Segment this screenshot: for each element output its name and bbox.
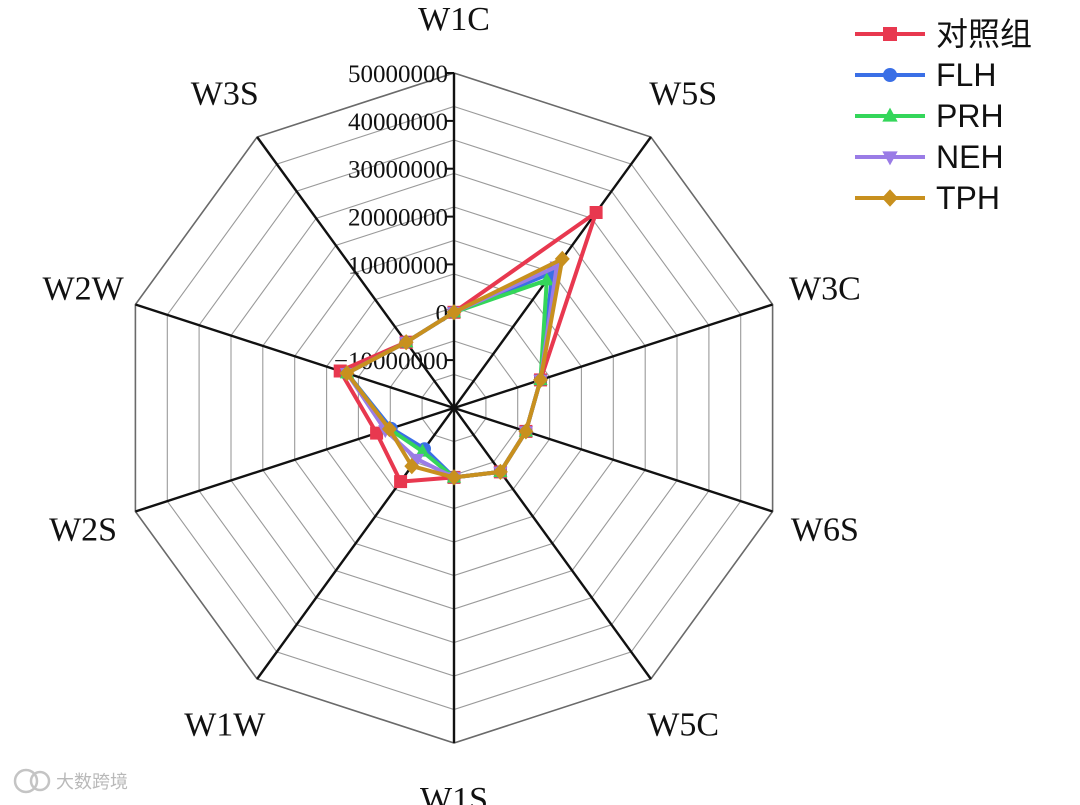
- legend-marker: [882, 151, 898, 166]
- legend-label: PRH: [936, 98, 1004, 134]
- radial-tick-label: 20000000: [348, 205, 448, 232]
- data-point: [398, 334, 414, 351]
- watermark: 大数跨境: [13, 768, 128, 794]
- data-point: [415, 443, 430, 457]
- data-point: [370, 426, 384, 440]
- data-point: [539, 272, 554, 286]
- radial-tick-label: 10000000: [348, 252, 448, 279]
- legend-marker: [883, 27, 897, 41]
- legend-label: 对照组: [936, 16, 1032, 52]
- legend-marker: [881, 189, 899, 207]
- legend-item-2: FLH: [855, 57, 996, 93]
- axis-spoke-w5c: [453, 407, 652, 680]
- data-point: [554, 250, 570, 268]
- data-point: [381, 420, 397, 438]
- legend: 对照组 FLH PRH NEH TPH: [855, 16, 1032, 216]
- radial-tick-label: 30000000: [348, 157, 448, 184]
- series-5: [339, 250, 570, 486]
- legend-item-5: TPH: [855, 180, 1000, 216]
- axis-spoke-w3c: [453, 303, 773, 410]
- legend-label: NEH: [936, 139, 1004, 175]
- legend-item-1: 对照组: [855, 16, 1032, 52]
- legend-label: FLH: [936, 57, 996, 93]
- axis-spoke-w2s: [135, 406, 455, 513]
- legend-marker: [883, 68, 897, 82]
- axis-labels: W1C W5S W3C W6S W5C W1S W1W W2S W2W W3S: [43, 1, 861, 805]
- data-point: [533, 371, 548, 389]
- axis-spoke-w3s: [256, 136, 455, 409]
- data-point: [589, 206, 603, 219]
- data-series: [333, 206, 603, 489]
- data-point: [446, 469, 462, 486]
- radial-tick-label: 50000000: [348, 61, 448, 88]
- legend-item-4: NEH: [855, 139, 1004, 175]
- axis-label-w2s: W2S: [49, 512, 117, 549]
- radial-tick-label: 40000000: [348, 109, 448, 136]
- data-point: [492, 463, 508, 481]
- radar-spokes: [135, 73, 773, 743]
- legend-item-3: PRH: [855, 98, 1004, 134]
- axis-spoke-w6s: [453, 406, 773, 513]
- data-point: [404, 457, 420, 475]
- axis-label-w6s: W6S: [791, 512, 859, 549]
- axis-label-w1w: W1W: [184, 707, 266, 744]
- data-point: [518, 423, 534, 440]
- axis-label-w5c: W5C: [647, 707, 719, 744]
- axis-label-w3s: W3S: [191, 76, 259, 113]
- axis-label-w1c: W1C: [418, 1, 490, 38]
- watermark-logo-icon-inner: [29, 770, 51, 792]
- axis-label-w5s: W5S: [649, 76, 717, 113]
- data-point: [339, 365, 355, 382]
- axis-label-w1s: W1S: [420, 781, 488, 805]
- legend-marker: [882, 107, 898, 122]
- data-point: [409, 453, 425, 467]
- axis-spoke-w2w: [135, 303, 455, 410]
- watermark-logo-icon: [13, 768, 39, 794]
- legend-label: TPH: [936, 180, 1000, 216]
- axis-label-w3c: W3C: [789, 271, 861, 308]
- watermark-text: 大数跨境: [56, 772, 128, 793]
- axis-label-w2w: W2W: [43, 271, 125, 308]
- series-1: [333, 206, 603, 489]
- data-point: [394, 475, 408, 489]
- data-point: [446, 304, 462, 321]
